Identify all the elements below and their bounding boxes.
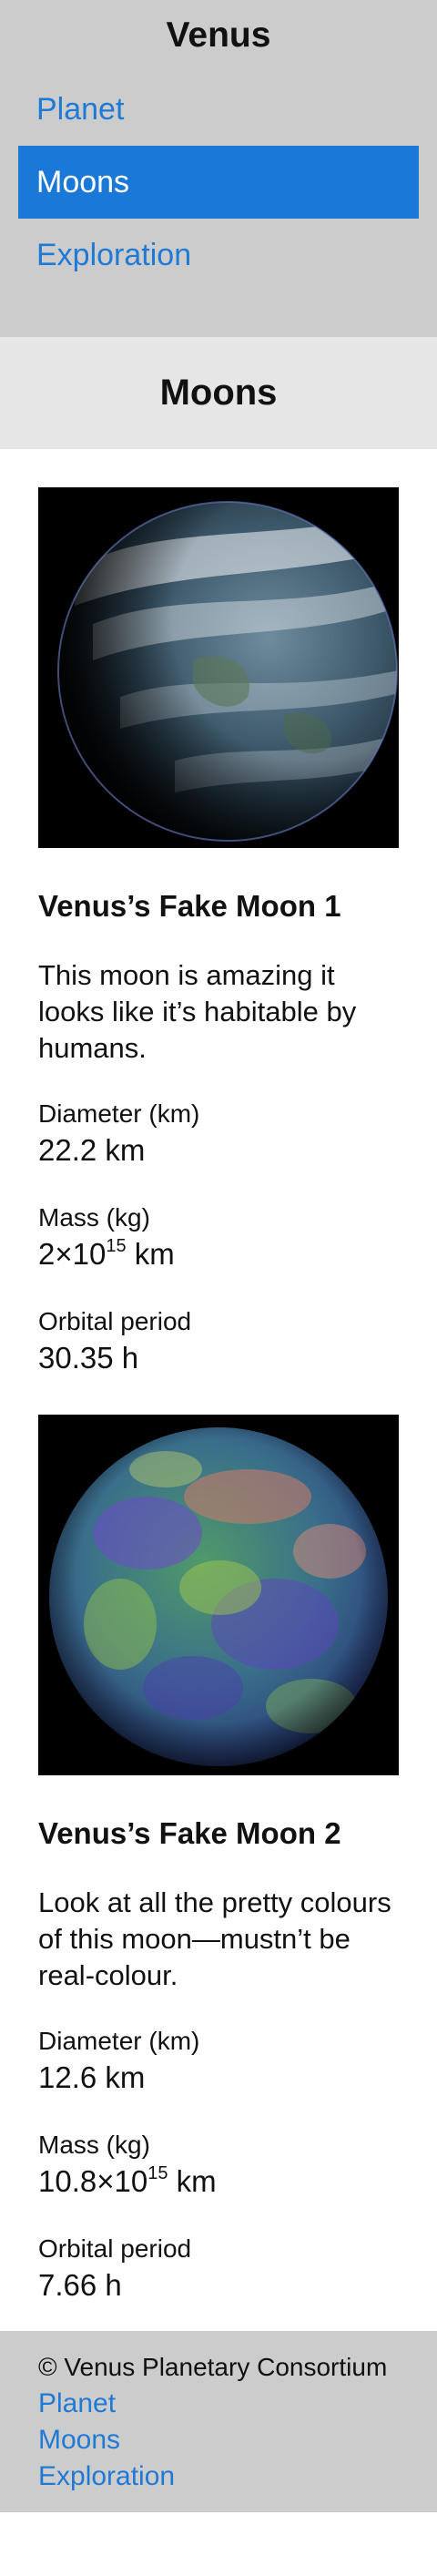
moon-image: [38, 487, 399, 848]
mass-mantissa: 10.8×10: [38, 2164, 148, 2198]
diameter-label: Diameter (km): [38, 2027, 200, 2055]
mass-exponent: 15: [147, 2163, 168, 2183]
moon-name: Venus’s Fake Moon 1: [38, 889, 341, 923]
mass-value: 10.8×1015 km: [38, 2162, 399, 2202]
moon-name: Venus’s Fake Moon 2: [38, 1816, 341, 1850]
page-title: Moons: [159, 373, 278, 413]
moon-mass: Mass (kg) 10.8×1015 km: [38, 2129, 399, 2202]
copyright: © Venus Planetary Consortium: [38, 2353, 388, 2381]
section-band: Moons: [0, 337, 437, 449]
footer-link-planet[interactable]: Planet: [38, 2388, 117, 2418]
nav-item-planet[interactable]: Planet: [36, 92, 125, 127]
mass-label: Mass (kg): [38, 2131, 150, 2159]
mass-value: 2×1015 km: [38, 1234, 399, 1274]
diameter-value: 22.2 km: [38, 1133, 146, 1167]
moon-1-picture: [38, 487, 399, 848]
footer-link-exploration[interactable]: Exploration: [38, 2461, 176, 2491]
moon-2-picture: [38, 1415, 399, 1775]
orbital-label: Orbital period: [38, 1307, 192, 1335]
main-nav: Planet Moons Exploration: [0, 73, 437, 291]
site-footer: © Venus Planetary Consortium Planet Moon…: [0, 2331, 437, 2512]
moon-card: Venus’s Fake Moon 2 Look at all the pret…: [38, 1415, 399, 2305]
site-header: Venus Planet Moons Exploration: [0, 0, 437, 337]
nav-item-exploration[interactable]: Exploration: [36, 238, 192, 272]
moon-image: [38, 1415, 399, 1775]
orbital-value: 30.35 h: [38, 1341, 139, 1375]
moon-description: This moon is amazing it looks like it’s …: [38, 959, 357, 1064]
diameter-label: Diameter (km): [38, 1099, 200, 1128]
moons-list: Venus’s Fake Moon 1 This moon is amazing…: [0, 449, 437, 2305]
moon-description: Look at all the pretty colours of this m…: [38, 1886, 391, 1991]
moon-orbital-period: Orbital period 7.66 h: [38, 2233, 399, 2305]
footer-link-moons[interactable]: Moons: [38, 2425, 121, 2455]
moon-orbital-period: Orbital period 30.35 h: [38, 1305, 399, 1378]
moon-mass: Mass (kg) 2×1015 km: [38, 1201, 399, 1274]
orbital-label: Orbital period: [38, 2234, 192, 2263]
mass-unit: km: [126, 1237, 175, 1271]
site-title: Venus: [166, 15, 271, 55]
moon-diameter: Diameter (km) 12.6 km: [38, 2025, 399, 2098]
mass-exponent: 15: [106, 1236, 127, 1256]
moon-diameter: Diameter (km) 22.2 km: [38, 1098, 399, 1170]
orbital-value: 7.66 h: [38, 2268, 122, 2302]
nav-item-moons[interactable]: Moons: [18, 146, 419, 219]
mass-mantissa: 2×10: [38, 1237, 107, 1271]
mass-unit: km: [168, 2164, 217, 2198]
mass-label: Mass (kg): [38, 1203, 150, 1232]
diameter-value: 12.6 km: [38, 2060, 146, 2094]
moon-card: Venus’s Fake Moon 1 This moon is amazing…: [38, 487, 399, 1378]
